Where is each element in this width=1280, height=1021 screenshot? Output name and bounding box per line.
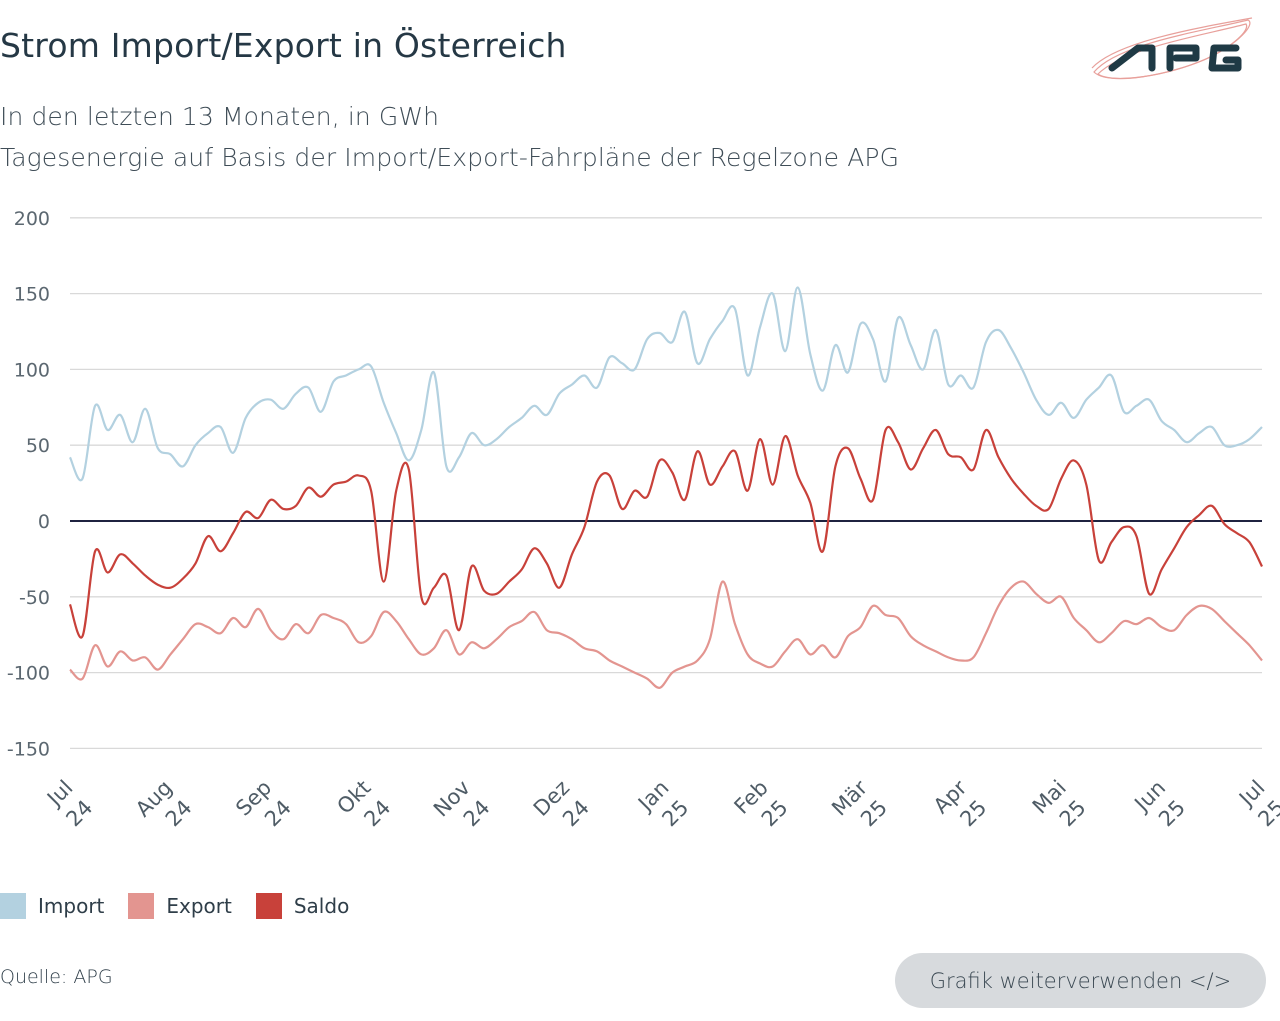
reuse-graphic-button[interactable]: Grafik weiterverwenden </>: [895, 953, 1266, 1008]
legend-label-export: Export: [166, 894, 232, 918]
legend-item-import[interactable]: Import: [0, 893, 104, 919]
y-tick-label: 0: [38, 511, 50, 533]
legend-item-saldo[interactable]: Saldo: [255, 893, 350, 919]
y-tick-label: 150: [14, 284, 50, 306]
chart-description: Tagesenergie auf Basis der Import/Export…: [0, 143, 900, 172]
legend: Import Export Saldo: [0, 893, 373, 919]
series-line-saldo: [68, 425, 1263, 639]
legend-label-import: Import: [38, 894, 105, 918]
y-tick-label: -150: [7, 738, 50, 760]
series-lines: [68, 286, 1263, 689]
y-tick-label: -100: [7, 663, 50, 685]
legend-swatch-saldo: [255, 893, 282, 919]
y-tick-label: -50: [19, 587, 50, 609]
legend-item-export[interactable]: Export: [128, 893, 232, 919]
series-line-export: [69, 580, 1263, 689]
legend-label-saldo: Saldo: [293, 894, 350, 918]
legend-swatch-import: [0, 893, 26, 919]
chart-subtitle: In den letzten 13 Monaten, in GWh: [0, 102, 440, 131]
logo-letters-icon: [1108, 44, 1242, 72]
series-line-import: [68, 286, 1263, 482]
y-tick-label: 100: [14, 359, 50, 381]
y-tick-label: 50: [26, 435, 50, 457]
legend-swatch-export: [128, 893, 155, 919]
y-tick-label: 200: [14, 208, 50, 230]
gridlines: [70, 217, 1262, 750]
apg-logo: [1091, 17, 1253, 80]
chart-title: Strom Import/Export in Österreich: [0, 26, 567, 65]
y-axis-ticks: 200 150 100 50 0 -50 -100 -150: [7, 208, 50, 761]
source-note: Quelle: APG: [0, 966, 113, 988]
